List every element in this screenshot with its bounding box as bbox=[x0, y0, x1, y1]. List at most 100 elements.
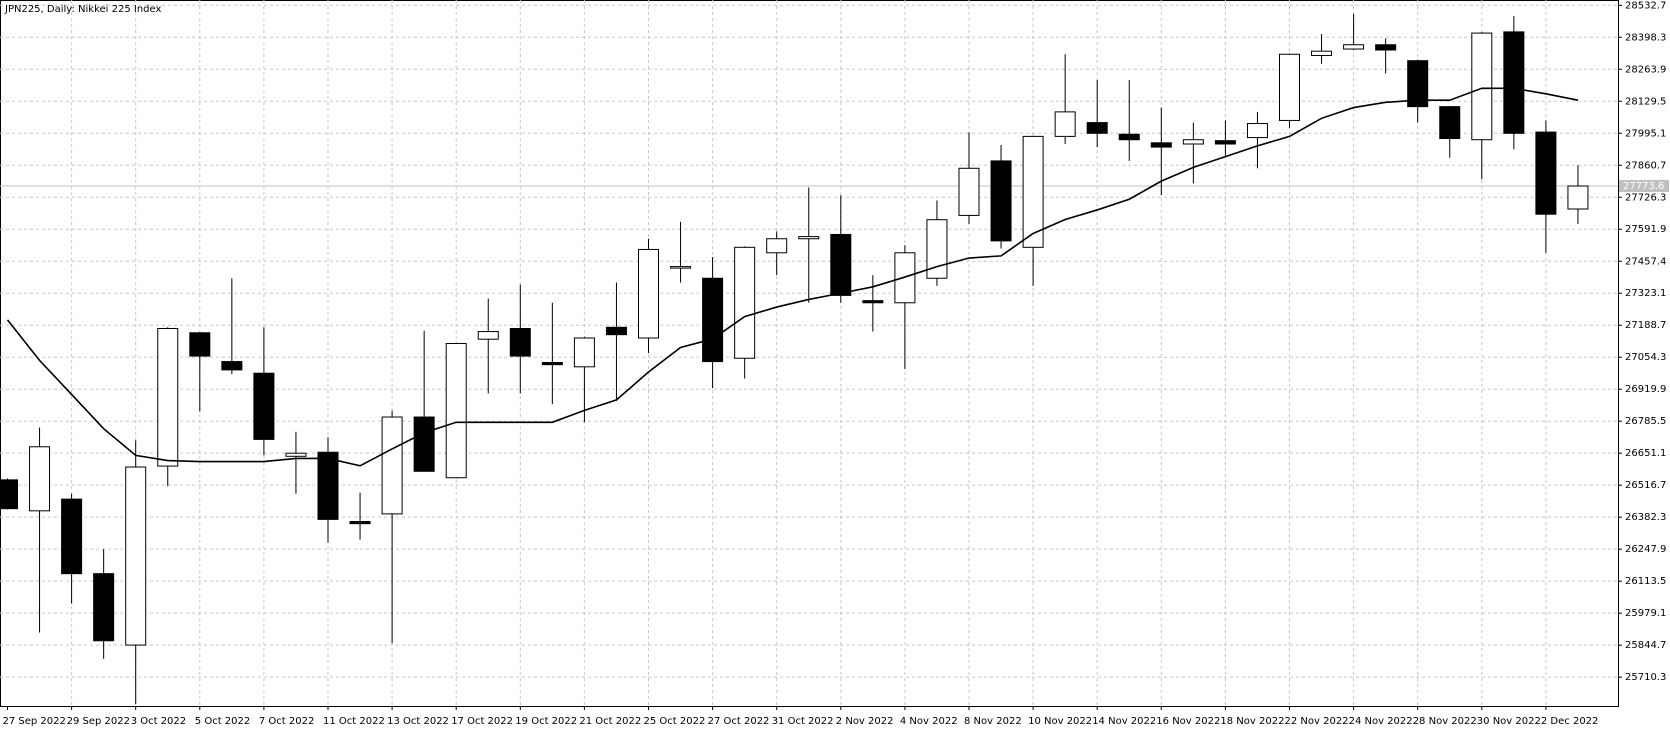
x-tick-label: 31 Oct 2022 bbox=[772, 716, 834, 727]
y-tick-label: 27054.3 bbox=[1625, 352, 1666, 363]
candle-body bbox=[1279, 53, 1300, 121]
current-price-label: 27773.6 bbox=[1623, 181, 1664, 192]
y-tick-label: 27860.7 bbox=[1625, 160, 1666, 171]
candle-body bbox=[1118, 133, 1140, 141]
y-tick-label: 26113.5 bbox=[1625, 576, 1666, 587]
candle-body bbox=[638, 248, 659, 339]
x-tick-label: 27 Oct 2022 bbox=[708, 716, 770, 727]
x-tick-label: 29 Sep 2022 bbox=[67, 716, 130, 727]
candle-body bbox=[1375, 44, 1397, 51]
y-tick-label: 28532.7 bbox=[1625, 0, 1666, 11]
y-tick-label: 27591.9 bbox=[1625, 224, 1666, 235]
y-tick-label: 26516.7 bbox=[1625, 480, 1666, 491]
x-tick-label: 4 Nov 2022 bbox=[900, 716, 958, 727]
y-tick-label: 27188.7 bbox=[1625, 320, 1666, 331]
x-tick-label: 18 Nov 2022 bbox=[1220, 716, 1284, 727]
candle-body bbox=[1503, 31, 1525, 134]
candle-body bbox=[1343, 44, 1365, 50]
x-tick-label: 13 Oct 2022 bbox=[387, 716, 449, 727]
candle-body bbox=[1439, 106, 1461, 140]
candle-body bbox=[798, 236, 820, 240]
x-tick-label: 3 Oct 2022 bbox=[131, 716, 186, 727]
x-tick-label: 19 Oct 2022 bbox=[515, 716, 577, 727]
candle-body bbox=[509, 327, 531, 357]
candle-body bbox=[477, 331, 499, 340]
y-tick-label: 27323.1 bbox=[1625, 288, 1666, 299]
x-tick-label: 22 Nov 2022 bbox=[1285, 716, 1349, 727]
y-tick-label: 27457.4 bbox=[1625, 256, 1666, 267]
y-tick-label: 25844.7 bbox=[1625, 640, 1666, 651]
candle-body bbox=[766, 238, 788, 254]
y-tick-label: 28398.3 bbox=[1625, 32, 1666, 43]
candle-body bbox=[189, 332, 211, 357]
candle-body bbox=[317, 451, 339, 520]
candle-body bbox=[1054, 111, 1076, 137]
y-tick-label: 26785.5 bbox=[1625, 416, 1666, 427]
candle-body bbox=[573, 337, 595, 368]
candle-body bbox=[541, 362, 563, 366]
candle-body bbox=[1407, 60, 1429, 108]
moving-average-line bbox=[6, 87, 1579, 467]
candle-body bbox=[413, 416, 435, 472]
candle-body bbox=[0, 479, 18, 510]
y-tick-label: 27726.3 bbox=[1625, 192, 1666, 203]
candle-body bbox=[926, 219, 948, 279]
candle-body bbox=[1022, 135, 1044, 248]
plot-frame bbox=[0, 0, 1619, 707]
chart-title: JPN225, Daily: Nikkei 225 Index bbox=[4, 4, 161, 15]
candle-body bbox=[605, 326, 627, 336]
x-tick-label: 21 Oct 2022 bbox=[579, 716, 641, 727]
current-price-box bbox=[1619, 179, 1669, 192]
candle-body bbox=[862, 300, 884, 304]
candle-body bbox=[1471, 32, 1493, 141]
x-tick-label: 11 Oct 2022 bbox=[323, 716, 385, 727]
y-tick-label: 26919.9 bbox=[1625, 384, 1666, 395]
candle-body bbox=[125, 466, 147, 646]
x-tick-label: 5 Oct 2022 bbox=[195, 716, 250, 727]
y-tick-label: 28263.9 bbox=[1625, 64, 1666, 75]
candle-body bbox=[285, 452, 307, 457]
x-tick-label: 30 Nov 2022 bbox=[1477, 716, 1541, 727]
x-tick-label: 2 Dec 2022 bbox=[1541, 716, 1599, 727]
candle-body bbox=[61, 498, 83, 575]
y-tick-label: 28129.5 bbox=[1625, 96, 1666, 107]
x-tick-label: 16 Nov 2022 bbox=[1156, 716, 1220, 727]
y-tick-label: 27995.1 bbox=[1625, 128, 1666, 139]
x-tick-label: 25 Oct 2022 bbox=[644, 716, 706, 727]
candle-body bbox=[1086, 122, 1108, 134]
y-tick-label: 26247.9 bbox=[1625, 544, 1666, 555]
candle-body bbox=[830, 233, 852, 296]
candle-body bbox=[253, 372, 275, 440]
y-tick-label: 26651.1 bbox=[1625, 448, 1666, 459]
candle-body bbox=[1182, 139, 1204, 145]
x-tick-label: 2 Nov 2022 bbox=[836, 716, 894, 727]
candle-body bbox=[349, 521, 371, 525]
candle-body bbox=[1246, 123, 1268, 139]
x-tick-label: 27 Sep 2022 bbox=[3, 716, 66, 727]
candle-body bbox=[93, 573, 115, 642]
x-tick-label: 14 Nov 2022 bbox=[1092, 716, 1156, 727]
candle-body bbox=[1535, 131, 1557, 215]
candle-body bbox=[1311, 50, 1333, 56]
x-tick-label: 28 Nov 2022 bbox=[1413, 716, 1477, 727]
y-tick-label: 25710.3 bbox=[1625, 672, 1666, 683]
candle-body bbox=[734, 246, 756, 359]
candle-body bbox=[990, 160, 1012, 242]
candle-body bbox=[1150, 142, 1172, 148]
candle-body bbox=[670, 266, 692, 269]
candle-body bbox=[445, 342, 467, 479]
candle-body bbox=[381, 416, 403, 515]
candle-body bbox=[1214, 140, 1236, 145]
x-tick-label: 24 Nov 2022 bbox=[1349, 716, 1413, 727]
candle-body bbox=[958, 167, 980, 216]
y-tick-label: 26382.3 bbox=[1625, 512, 1666, 523]
x-tick-label: 7 Oct 2022 bbox=[259, 716, 314, 727]
x-tick-label: 10 Nov 2022 bbox=[1028, 716, 1092, 727]
candle-body bbox=[157, 327, 179, 467]
candle-body bbox=[702, 277, 724, 363]
candle-body bbox=[221, 361, 243, 371]
candle-body bbox=[1567, 185, 1589, 210]
candle-body bbox=[29, 446, 51, 512]
